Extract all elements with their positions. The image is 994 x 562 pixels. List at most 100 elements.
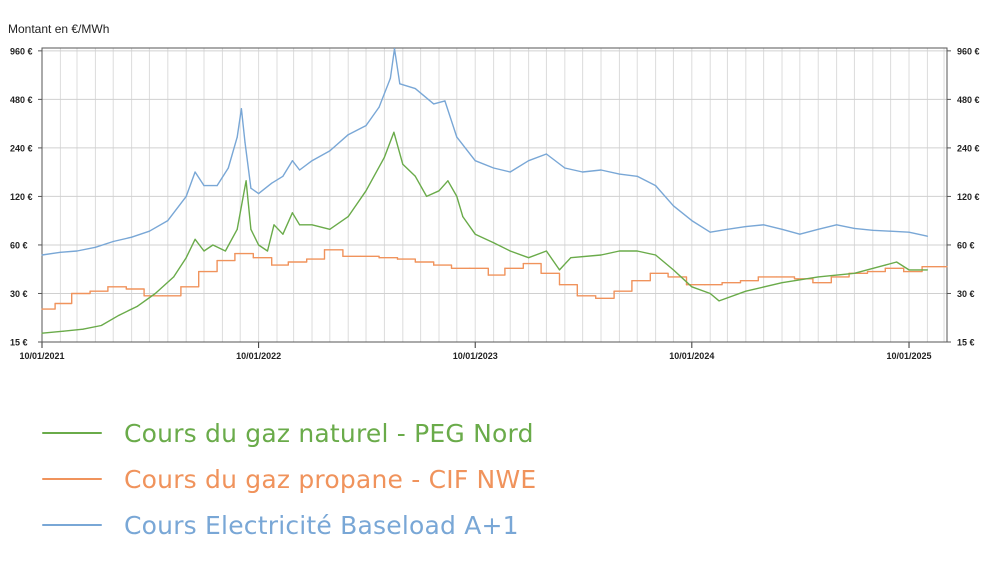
data-point (236, 136, 238, 138)
data-point (271, 264, 273, 266)
y-tick-label-left: 15 € (10, 338, 28, 348)
data-point (618, 250, 621, 252)
data-point (618, 173, 621, 175)
data-point (853, 272, 856, 274)
data-point (62, 330, 64, 332)
data-point (667, 276, 669, 278)
y-tick-label-left: 240 € (10, 143, 33, 153)
data-point (564, 167, 566, 169)
data-point (306, 258, 308, 260)
y-tick-label-right: 120 € (957, 192, 980, 202)
legend-swatch-gaz-naturel (42, 431, 102, 435)
data-point (112, 240, 114, 243)
data-point (739, 280, 742, 282)
data-point (776, 276, 778, 278)
data-point (298, 224, 301, 226)
data-point (76, 250, 78, 252)
x-tick-label: 10/01/2025 (886, 351, 931, 361)
data-point (903, 271, 905, 273)
price-line-chart: 15 € 15 € 30 € 30 € 60 € 60 € 120 € 120 € 240 € 2… (10, 46, 980, 361)
data-point (185, 257, 187, 259)
y-tick-label-right: 30 € (957, 289, 975, 299)
data-point (402, 163, 404, 165)
data-point (258, 244, 260, 246)
data-point (600, 254, 602, 256)
data-point (347, 134, 349, 136)
data-point (414, 261, 416, 263)
data-point (726, 228, 729, 230)
data-point (329, 228, 331, 230)
data-point (504, 267, 506, 269)
data-point (709, 292, 711, 295)
data-point (636, 250, 638, 252)
data-point (365, 125, 367, 127)
data-point (493, 167, 495, 169)
data-point (763, 224, 765, 226)
data-point (54, 302, 56, 305)
data-point (631, 280, 633, 282)
data-point (757, 276, 759, 278)
data-point (456, 195, 458, 198)
data-point (41, 308, 43, 310)
data-point (311, 224, 313, 226)
data-point (161, 295, 164, 297)
data-point (252, 257, 254, 259)
data-point (558, 269, 561, 271)
data-point (118, 314, 120, 316)
data-point (908, 269, 910, 271)
data-point (691, 286, 693, 288)
data-point (282, 175, 284, 177)
data-point (291, 212, 294, 214)
data-point (148, 230, 151, 232)
data-point (59, 251, 61, 253)
data-point (378, 257, 380, 259)
data-point (399, 83, 401, 85)
data-point (82, 328, 84, 330)
data-point (836, 224, 838, 226)
data-point (600, 169, 602, 171)
data-point (570, 257, 572, 259)
data-point (298, 169, 301, 171)
data-point (212, 244, 214, 246)
data-point (946, 266, 948, 268)
x-tick-label: 10/01/2021 (19, 351, 64, 361)
data-point (745, 225, 747, 228)
data-point (94, 246, 97, 248)
data-point (576, 295, 578, 297)
data-point (433, 103, 435, 105)
data-point (462, 215, 464, 218)
data-point (154, 292, 156, 295)
legend-item-gaz-naturel: Cours du gaz naturel - PEG Nord (42, 410, 536, 456)
data-point (545, 153, 548, 155)
data-point (250, 187, 252, 189)
data-point (250, 228, 252, 230)
data-point (487, 274, 489, 276)
data-point (709, 231, 711, 233)
data-point (691, 219, 693, 222)
data-point (884, 267, 886, 269)
data-point (360, 255, 362, 257)
data-point (291, 160, 294, 162)
data-point (509, 250, 511, 252)
data-point (271, 182, 273, 184)
data-point (125, 288, 127, 290)
data-point (203, 185, 205, 187)
data-point (194, 171, 196, 173)
data-point (216, 185, 218, 187)
x-tick-label: 10/01/2024 (669, 351, 714, 361)
data-point (433, 264, 435, 266)
data-point (781, 282, 783, 284)
data-point (311, 160, 313, 162)
data-point (282, 233, 284, 235)
data-point (216, 259, 218, 262)
data-point (582, 171, 584, 173)
data-point (383, 156, 386, 158)
data-point (595, 297, 597, 299)
plot-area (42, 48, 947, 342)
data-point (528, 160, 530, 162)
y-tick-label-left: 60 € (10, 240, 28, 250)
data-point (636, 175, 638, 177)
data-point (456, 136, 458, 138)
data-point (908, 231, 910, 233)
data-point (921, 266, 923, 268)
